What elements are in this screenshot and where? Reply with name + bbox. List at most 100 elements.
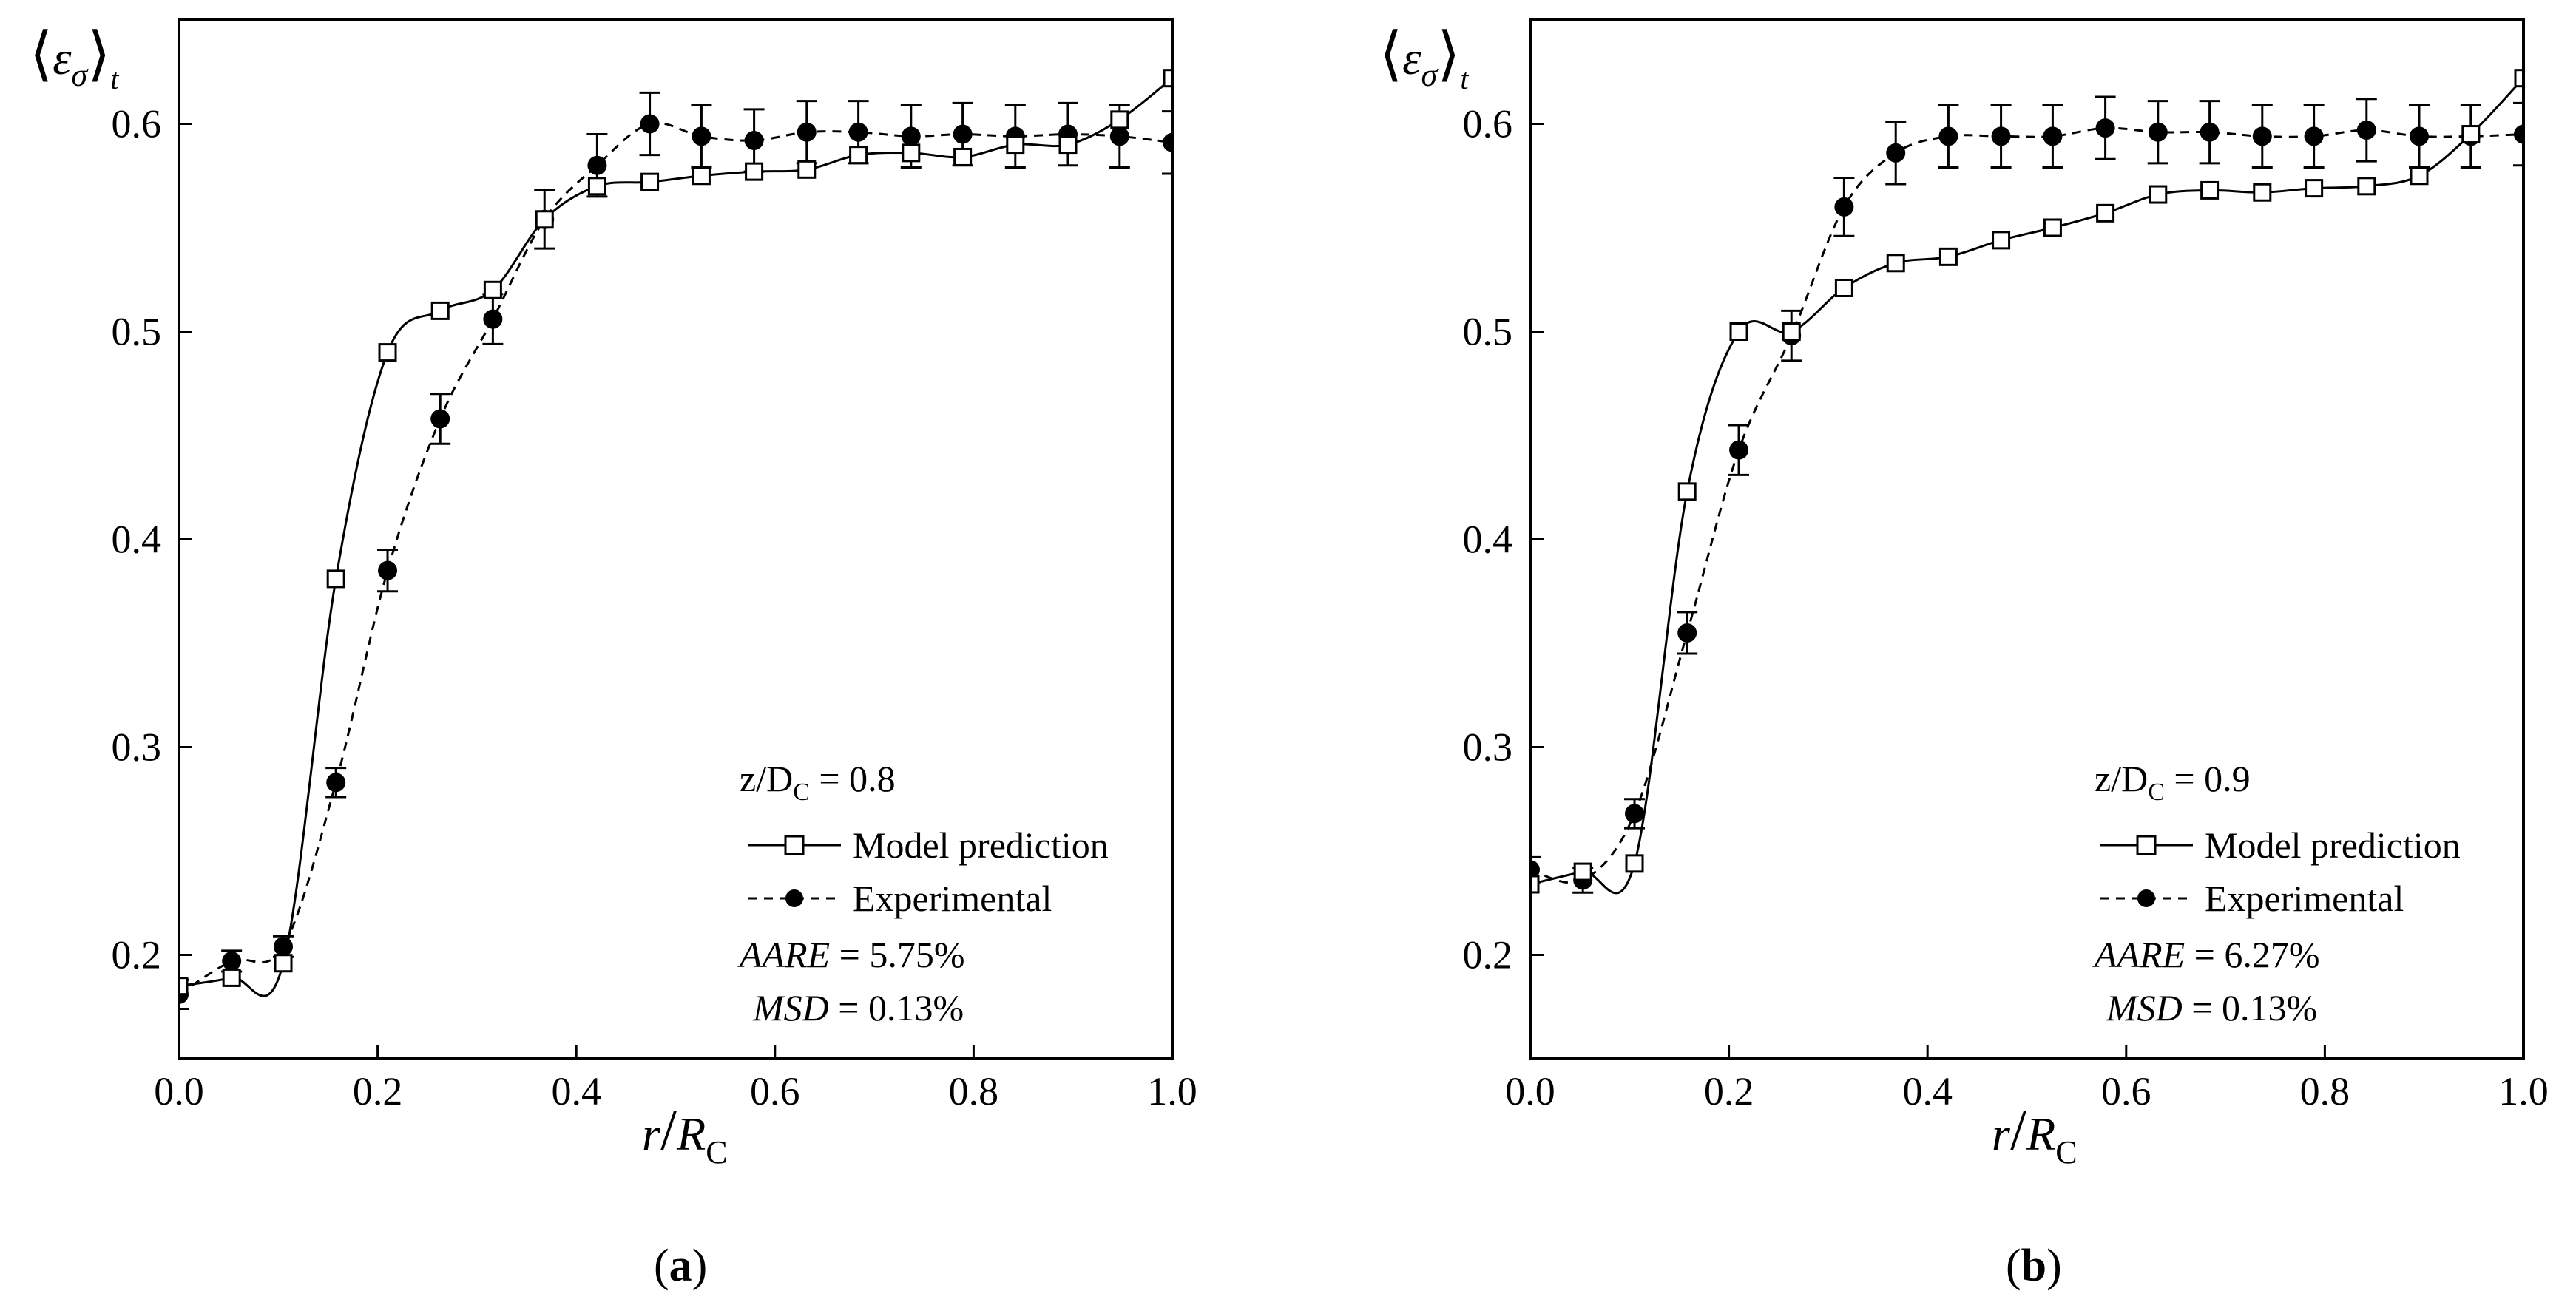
data-point-model-prediction [1573, 862, 1592, 881]
data-point-experimental [1109, 126, 1129, 146]
series-line-model-prediction [1530, 77, 2523, 895]
data-point-model-prediction [640, 172, 660, 191]
x-tick-label: 0.2 [353, 1069, 403, 1114]
data-point-experimental [1834, 197, 1854, 217]
data-point-model-prediction [326, 569, 345, 589]
msd-label: MSD = 0.13% [2106, 987, 2317, 1028]
data-point-model-prediction [378, 343, 397, 362]
data-point-experimental [222, 951, 242, 971]
y-axis-title: ⟨εσ⟩t [30, 22, 119, 95]
data-point-model-prediction [430, 301, 450, 320]
data-point-model-prediction [587, 177, 606, 196]
data-point-model-prediction [2357, 177, 2376, 196]
legend-experimental: Experimental [2100, 878, 2404, 919]
x-tick-label: 0.6 [750, 1069, 800, 1114]
y-axis-title: ⟨εσ⟩t [1379, 22, 1469, 95]
data-point-experimental [378, 560, 398, 580]
data-point-model-prediction [1886, 254, 1905, 273]
data-point-experimental [430, 409, 450, 429]
data-point-model-prediction [902, 143, 921, 163]
data-point-model-prediction [2461, 125, 2481, 144]
x-axis-title: r/RC [642, 1098, 728, 1170]
legend-experimental: Experimental [748, 878, 1052, 919]
data-point-experimental [640, 114, 660, 134]
caption-b: (b) [2006, 1241, 2062, 1291]
data-point-experimental [2252, 126, 2272, 146]
data-point-experimental [2356, 120, 2376, 140]
series-line-experimental [1530, 126, 2523, 884]
x-tick-label: 0.8 [2300, 1069, 2350, 1114]
data-point-experimental [1991, 126, 2011, 146]
data-point-model-prediction [1163, 69, 1172, 88]
x-tick-label: 1.0 [1147, 1069, 1197, 1114]
aare-label: AARE = 5.75% [737, 934, 965, 975]
y-tick-label: 0.6 [112, 102, 162, 146]
x-tick-label: 0.6 [2101, 1069, 2151, 1114]
chart-panel-b: 0.0 0.2 0.4 0.6 0.8 1.00.20.30.40.50.6 ⟨εσ⟩t … [1379, 18, 2549, 1291]
data-point-model-prediction [535, 210, 554, 229]
legend-marker-circle [785, 889, 803, 907]
data-point-experimental [848, 122, 868, 142]
x-tick-label: 0.0 [1505, 1069, 1555, 1114]
y-tick-label: 0.3 [112, 725, 162, 770]
data-point-experimental [1530, 860, 1540, 880]
y-tick-label: 0.2 [1463, 933, 1513, 977]
condition-label: z/DC = 0.8 [740, 758, 896, 806]
chart-panel-a: 0.0 0.2 0.4 0.6 0.8 1.00.20.30.40.50.6 ⟨εσ⟩t … [30, 18, 1197, 1291]
data-point-model-prediction [2305, 179, 2324, 198]
data-point-experimental [274, 937, 294, 957]
data-point-experimental [1938, 126, 1958, 146]
data-point-model-prediction [797, 160, 817, 179]
data-point-experimental [2304, 126, 2324, 146]
legend-label: Model prediction [853, 824, 1109, 866]
y-tick-label: 0.6 [1463, 102, 1513, 146]
y-tick-label: 0.4 [1463, 518, 1513, 562]
data-point-model-prediction [274, 954, 293, 973]
data-point-model-prediction [745, 162, 764, 181]
data-point-experimental [744, 130, 764, 150]
data-point-model-prediction [849, 146, 868, 165]
msd-label: MSD = 0.13% [752, 987, 964, 1028]
data-point-model-prediction [1729, 322, 1748, 341]
x-tick-label: 0.4 [1902, 1069, 1953, 1114]
data-point-experimental [1163, 132, 1172, 152]
condition-label: z/DC = 0.9 [2095, 758, 2251, 806]
data-point-model-prediction [179, 977, 189, 996]
x-tick-label: 0.4 [551, 1069, 601, 1114]
legend-model-prediction: Model prediction [2100, 824, 2461, 866]
data-point-model-prediction [2200, 180, 2220, 200]
legend-label: Model prediction [2205, 824, 2461, 866]
x-tick-label: 1.0 [2498, 1069, 2549, 1114]
y-tick-label: 0.5 [112, 310, 162, 354]
legend-marker-circle [2137, 889, 2155, 907]
legend-label: Experimental [853, 878, 1052, 919]
data-point-model-prediction [1006, 135, 1025, 155]
data-point-experimental [587, 155, 607, 175]
data-point-model-prediction [953, 147, 973, 166]
legend-marker-square [784, 835, 805, 855]
legend-label: Experimental [2205, 878, 2404, 919]
legend-model-prediction: Model prediction [748, 824, 1109, 866]
y-tick-label: 0.4 [112, 518, 162, 562]
data-point-experimental [2514, 124, 2523, 144]
data-point-model-prediction [1530, 875, 1540, 894]
data-point-model-prediction [483, 280, 502, 299]
data-point-model-prediction [1834, 278, 1853, 297]
data-point-experimental [2200, 122, 2220, 142]
data-point-experimental [2043, 126, 2063, 146]
data-point-model-prediction [1058, 135, 1078, 155]
data-point-experimental [2148, 122, 2168, 142]
data-point-experimental [1729, 440, 1749, 460]
data-point-experimental [2409, 126, 2429, 146]
data-point-model-prediction [2514, 69, 2523, 88]
y-tick-label: 0.5 [1463, 310, 1513, 354]
data-point-model-prediction [1938, 247, 1958, 266]
data-point-experimental [692, 126, 711, 146]
aare-label: AARE = 6.27% [2092, 934, 2320, 975]
x-axis-title: r/RC [1992, 1098, 2078, 1170]
data-point-model-prediction [1625, 854, 1644, 873]
data-point-model-prediction [1677, 482, 1697, 501]
data-point-model-prediction [692, 166, 711, 186]
data-point-model-prediction [2149, 185, 2168, 204]
